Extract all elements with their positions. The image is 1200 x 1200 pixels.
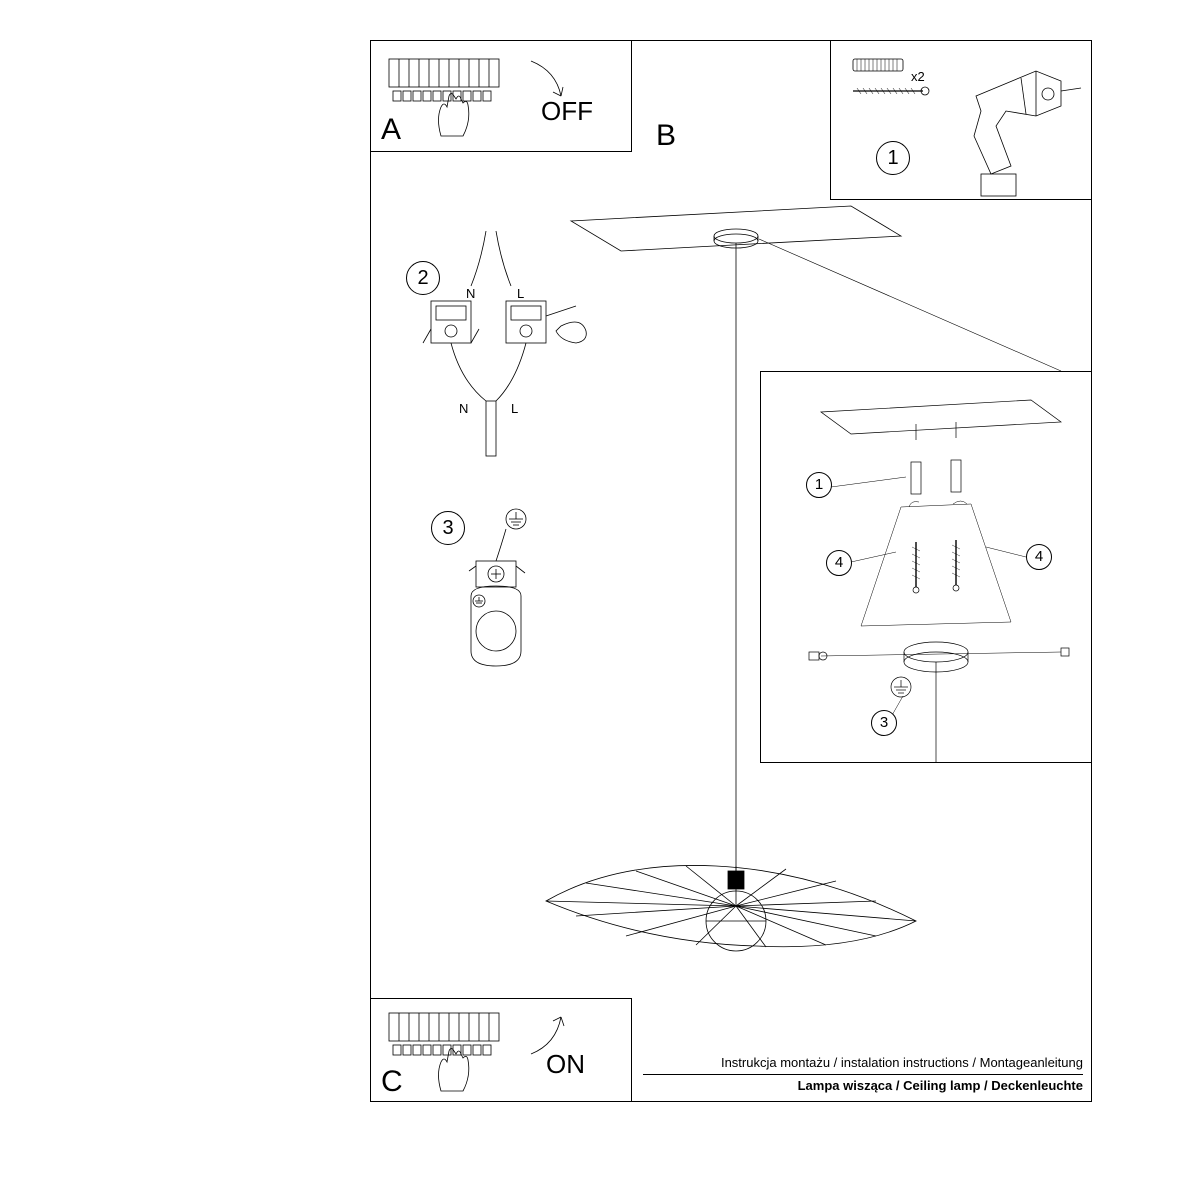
on-label: ON bbox=[546, 1049, 585, 1080]
section-a-box: A OFF bbox=[370, 40, 632, 152]
detail-callout-4-right: 4 bbox=[1026, 544, 1052, 570]
footer-line-1: Instrukcja montażu / instalation instruc… bbox=[643, 1054, 1083, 1075]
off-label: OFF bbox=[541, 96, 593, 127]
detail-callout-3: 3 bbox=[871, 710, 897, 736]
footer-line-2: Lampa wisząca / Ceiling lamp / Deckenleu… bbox=[643, 1077, 1083, 1095]
anchor-qty: x2 bbox=[911, 69, 925, 84]
breaker-on-illustration bbox=[371, 999, 631, 1101]
section-c-box: C ON bbox=[370, 998, 632, 1102]
n-bottom-label: N bbox=[459, 401, 468, 416]
step-1-tools: 1 bbox=[876, 141, 910, 175]
instruction-sheet: A OFF B bbox=[370, 40, 1092, 1102]
footer-block: Instrukcja montażu / instalation instruc… bbox=[643, 1054, 1083, 1095]
l-bottom-label: L bbox=[511, 401, 518, 416]
tools-illustration bbox=[831, 41, 1091, 199]
detail-callout-4-left: 4 bbox=[826, 550, 852, 576]
section-b-label: B bbox=[656, 119, 676, 153]
section-c-label: C bbox=[381, 1065, 403, 1099]
wiring-illustration bbox=[391, 231, 591, 471]
mounting-detail-box: 1 4 4 3 bbox=[760, 371, 1092, 763]
tools-box: x2 1 bbox=[830, 40, 1092, 200]
n-top-label: N bbox=[466, 286, 475, 301]
ground-illustration bbox=[421, 501, 561, 671]
l-top-label: L bbox=[517, 286, 524, 301]
detail-callout-1: 1 bbox=[806, 472, 832, 498]
section-a-label: A bbox=[381, 113, 401, 147]
